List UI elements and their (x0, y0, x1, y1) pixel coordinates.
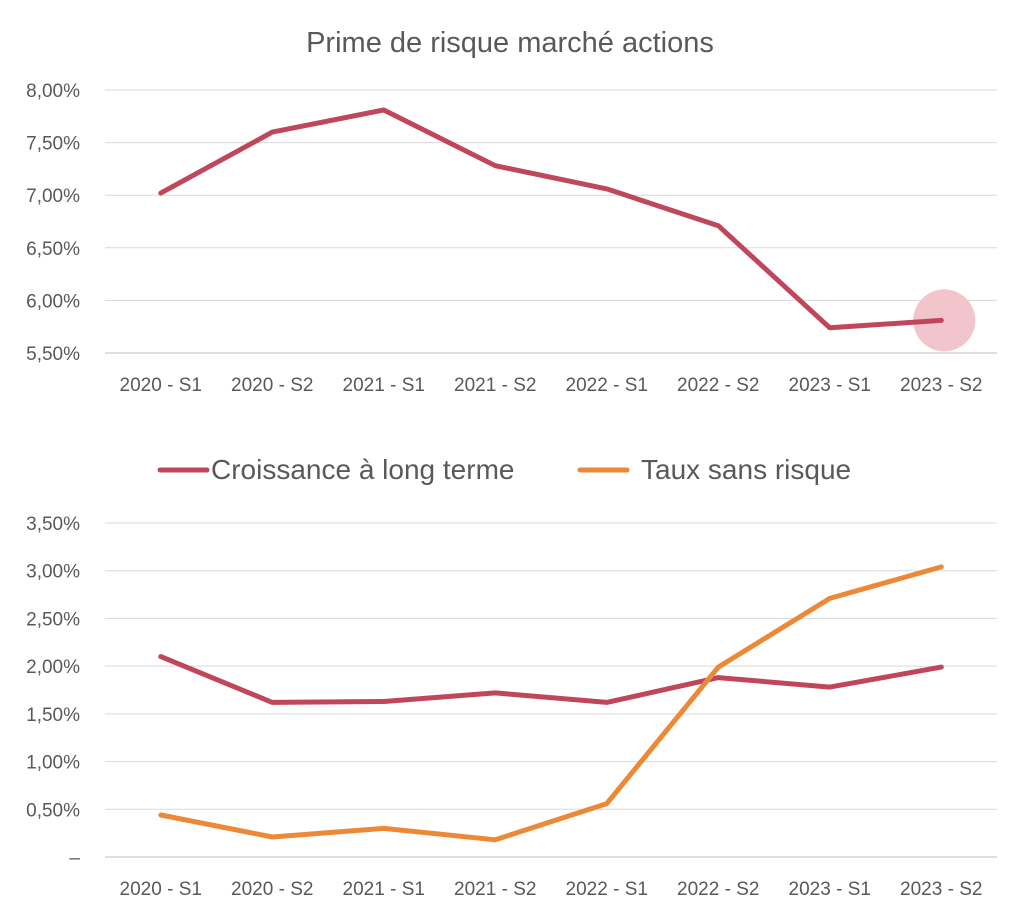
x-tick-label: 2022 - S1 (566, 879, 648, 900)
x-tick-label: 2023 - S2 (900, 375, 982, 396)
highlight-marker (913, 289, 976, 352)
x-tick-label: 2020 - S1 (120, 879, 202, 900)
x-tick-label: 2021 - S2 (454, 879, 536, 900)
x-tick-label: 2022 - S1 (566, 375, 648, 396)
series-line (158, 107, 944, 331)
y-tick-label: 0,50% (26, 800, 80, 821)
legend-item-growth: Croissance à long terme (157, 454, 514, 485)
legend-item-risk-free: Taux sans risque (577, 454, 851, 485)
y-tick-label: 2,00% (26, 657, 80, 678)
series-line (158, 654, 944, 705)
gridlines (105, 89, 997, 354)
x-tick-label: 2021 - S1 (343, 879, 425, 900)
y-tick-label: 5,50% (26, 344, 80, 365)
chart-risk-premium: Prime de risque marché actions 5,50% 6,00… (26, 27, 997, 396)
y-tick-label: 1,00% (26, 753, 80, 774)
legend: Croissance à long terme Taux sans risque (157, 454, 851, 485)
x-axis-tick-labels: 2020 - S1 2020 - S2 2021 - S1 2021 - S2 2022… (120, 879, 983, 900)
y-tick-label: 7,50% (26, 134, 80, 155)
x-tick-label: 2021 - S2 (454, 375, 536, 396)
x-tick-label: 2023 - S1 (789, 879, 871, 900)
y-tick-label: 1,50% (26, 705, 80, 726)
x-tick-label: 2022 - S2 (677, 879, 759, 900)
legend-label: Taux sans risque (641, 454, 851, 485)
chart-title: Prime de risque marché actions (306, 27, 714, 59)
gridlines (105, 522, 997, 858)
x-tick-label: 2022 - S2 (677, 375, 759, 396)
y-tick-label: 3,00% (26, 562, 80, 583)
x-tick-label: 2020 - S2 (231, 375, 313, 396)
series-lines (158, 107, 944, 331)
y-tick-label: 6,00% (26, 291, 80, 312)
y-tick-label: – (69, 848, 80, 869)
x-tick-label: 2023 - S2 (900, 879, 982, 900)
x-tick-label: 2021 - S1 (343, 375, 425, 396)
x-axis-tick-labels: 2020 - S1 2020 - S2 2021 - S1 2021 - S2 2022… (120, 375, 983, 396)
chart-growth-rates: Croissance à long terme Taux sans risque… (26, 454, 997, 900)
x-tick-label: 2020 - S2 (231, 879, 313, 900)
y-axis-tick-labels: – 0,50% 1,00% 1,50% 2,00% 2,50% 3,00% 3,50% (26, 514, 80, 869)
y-tick-label: 8,00% (26, 81, 80, 102)
x-tick-label: 2023 - S1 (789, 375, 871, 396)
series-lines (158, 564, 944, 843)
y-tick-label: 3,50% (26, 514, 80, 535)
legend-label: Croissance à long terme (211, 454, 514, 485)
y-tick-label: 6,50% (26, 239, 80, 260)
x-tick-label: 2020 - S1 (120, 375, 202, 396)
y-tick-label: 7,00% (26, 186, 80, 207)
series-line (158, 564, 944, 843)
y-tick-label: 2,50% (26, 609, 80, 630)
y-axis-tick-labels: 5,50% 6,00% 6,50% 7,00% 7,50% 8,00% (26, 81, 80, 365)
